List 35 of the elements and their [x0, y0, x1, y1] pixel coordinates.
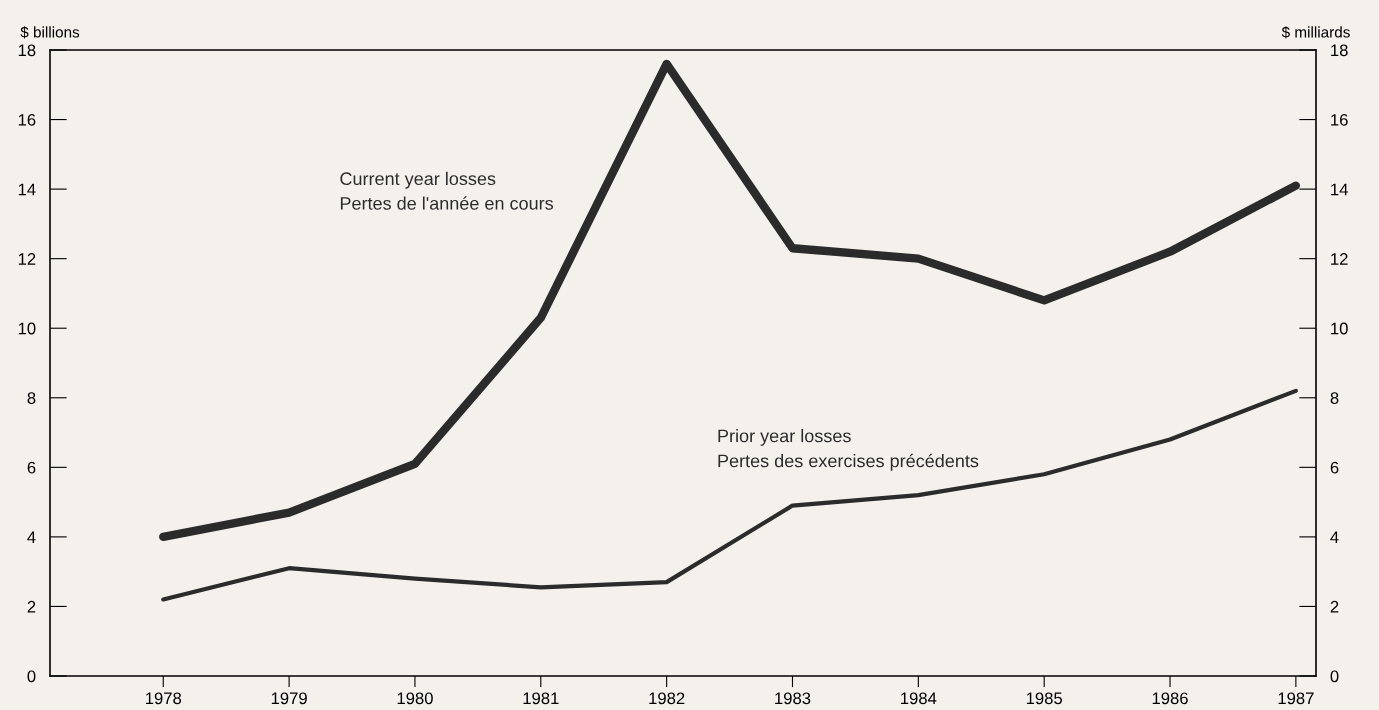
- y2-tick-label: 10: [1331, 322, 1348, 335]
- y2-tick-label: 16: [1331, 113, 1348, 126]
- y-tick-label: 10: [18, 322, 36, 335]
- y2-tick-label: 8: [1330, 392, 1339, 404]
- y-tick-label: 12: [18, 253, 36, 265]
- y2-tick-label: 12: [1331, 253, 1348, 265]
- y2-tick-label: 4: [1330, 531, 1339, 543]
- y2-axis-title: $ milliards: [1281, 26, 1350, 39]
- x-tick-label: 1981: [523, 692, 559, 705]
- y-tick-label: 18: [18, 44, 36, 57]
- y-tick-label: 14: [18, 183, 36, 196]
- x-tick-label: 1985: [1026, 692, 1063, 705]
- x-tick-label: 1980: [397, 692, 433, 705]
- y-tick-label: 0: [27, 670, 36, 683]
- y-tick-label: 4: [27, 531, 36, 543]
- line-series: [161, 388, 1298, 602]
- x-tick-label: 1982: [649, 692, 685, 705]
- y2-tick-label: 6: [1330, 461, 1339, 474]
- text: Current year losses Pertes de l'année en cours: [340, 171, 554, 210]
- y2-tick-label: 2: [1330, 600, 1339, 613]
- x-tick-label: 1987: [1278, 692, 1314, 705]
- series-label: Prior year losses Pertes des exercises précédents: [718, 429, 979, 471]
- x-tick-label: 1979: [271, 692, 307, 705]
- y2-tick-label: 18: [1331, 44, 1348, 57]
- y2-tick-label: 0: [1330, 670, 1339, 683]
- y-tick-label: 2: [27, 600, 36, 613]
- y-tick-label: 8: [27, 392, 36, 404]
- x-tick-label: 1978: [145, 692, 182, 705]
- y2-tick-label: 14: [1331, 183, 1348, 196]
- x-tick-label: 1983: [775, 692, 811, 705]
- y-tick-label: 16: [18, 113, 36, 126]
- x-tick-label: 1986: [1152, 692, 1188, 705]
- y-tick-label: 6: [27, 461, 36, 474]
- y-axis-title: $ billions: [20, 26, 80, 39]
- x-tick-label: 1984: [901, 692, 937, 705]
